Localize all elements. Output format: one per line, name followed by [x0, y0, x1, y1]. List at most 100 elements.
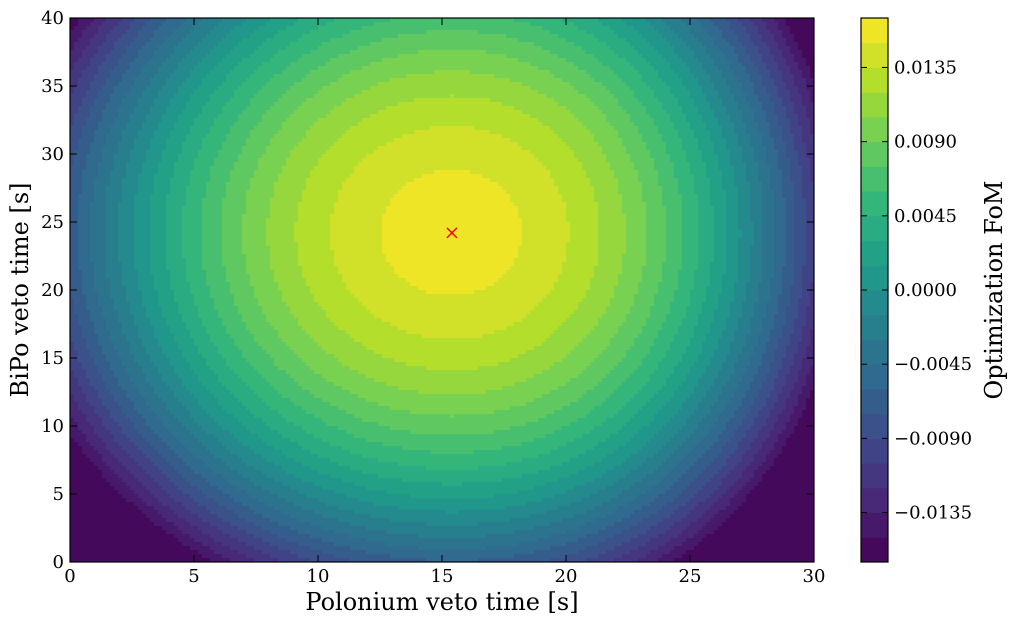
contour-cell: [118, 350, 131, 355]
contour-cell: [166, 110, 183, 115]
contour-cell: [722, 182, 735, 187]
contour-cell: [738, 358, 751, 363]
contour-cell: [714, 314, 731, 319]
contour-cell: [306, 186, 343, 191]
contour-cell: [570, 238, 599, 243]
contour-cell: [170, 98, 191, 103]
contour-cell: [82, 362, 95, 367]
contour-cell: [274, 326, 303, 331]
contour-cell: [606, 398, 631, 403]
contour-cell: [302, 78, 339, 83]
contour-cell: [774, 258, 787, 263]
contour-cell: [594, 198, 623, 203]
contour-cell: [246, 206, 271, 211]
contour-cell: [602, 458, 627, 463]
contour-cell: [666, 110, 683, 115]
contour-cell: [194, 166, 211, 171]
contour-cell: [254, 126, 283, 131]
contour-cell: [162, 422, 183, 427]
contour-cell: [738, 246, 751, 251]
contour-cell: [242, 250, 271, 255]
contour-cell: [806, 378, 814, 383]
contour-cell: [770, 166, 779, 171]
contour-cell: [806, 262, 814, 267]
contour-cell: [746, 282, 759, 287]
contour-cell: [386, 258, 515, 263]
contour-cell: [602, 110, 627, 115]
contour-cell: [806, 86, 814, 91]
contour-cell: [622, 198, 643, 203]
contour-cell: [182, 542, 203, 547]
contour-cell: [698, 82, 715, 87]
contour-cell: [82, 70, 99, 75]
contour-cell: [722, 98, 735, 103]
contour-cell: [142, 170, 159, 175]
contour-cell: [658, 182, 679, 187]
contour-cell: [742, 306, 755, 311]
contour-cell: [810, 122, 814, 127]
contour-cell: [786, 154, 799, 159]
contour-cell: [766, 22, 779, 27]
contour-cell: [234, 90, 259, 95]
contour-cell: [342, 278, 407, 283]
contour-cell: [658, 126, 675, 131]
contour-cell: [698, 58, 715, 63]
contour-cell: [122, 430, 139, 435]
contour-cell: [802, 130, 811, 135]
contour-cell: [710, 74, 723, 79]
contour-cell: [306, 178, 347, 183]
contour-cell: [246, 542, 271, 547]
contour-cell: [70, 154, 75, 159]
contour-cell: [738, 326, 751, 331]
contour-cell: [626, 230, 647, 235]
contour-cell: [790, 26, 814, 31]
contour-cell: [70, 194, 79, 199]
contour-cell: [158, 170, 175, 175]
contour-cell: [150, 382, 167, 387]
contour-cell: [698, 518, 711, 523]
contour-cell: [98, 94, 111, 99]
contour-cell: [94, 358, 107, 363]
contour-cell: [238, 538, 263, 543]
contour-cell: [778, 302, 791, 307]
contour-cell: [222, 254, 247, 259]
contour-cell: [382, 234, 523, 239]
contour-cell: [702, 342, 719, 347]
contour-cell: [758, 166, 771, 171]
contour-cell: [454, 94, 547, 99]
contour-cell: [670, 302, 691, 307]
y-tick-label: 0: [53, 552, 64, 573]
contour-cell: [202, 78, 227, 83]
contour-cell: [598, 214, 627, 219]
contour-cell: [798, 378, 807, 383]
contour-cell: [718, 394, 735, 399]
contour-cell: [658, 430, 679, 435]
contour-cell: [698, 262, 711, 267]
contour-cell: [406, 278, 499, 283]
contour-cell: [70, 550, 199, 555]
contour-cell: [698, 402, 715, 407]
contour-cell: [694, 330, 711, 335]
contour-cell: [70, 422, 79, 427]
contour-cell: [738, 262, 751, 267]
contour-cell: [750, 106, 763, 111]
contour-cell: [734, 410, 751, 415]
contour-cell: [250, 134, 275, 139]
contour-cell: [106, 238, 119, 243]
contour-cell: [78, 406, 95, 411]
contour-cell: [718, 302, 731, 307]
contour-cell: [634, 46, 655, 51]
contour-cell: [274, 190, 303, 195]
contour-cell: [90, 378, 103, 383]
contour-cell: [762, 34, 775, 39]
contour-cell: [734, 130, 747, 135]
contour-cell: [134, 258, 151, 263]
contour-cell: [790, 70, 803, 75]
contour-cell: [690, 298, 707, 303]
contour-cell: [322, 538, 367, 543]
contour-cell: [774, 206, 787, 211]
contour-cell: [586, 390, 615, 395]
contour-cell: [118, 110, 135, 115]
contour-cell: [582, 162, 611, 167]
contour-cell: [722, 410, 735, 415]
